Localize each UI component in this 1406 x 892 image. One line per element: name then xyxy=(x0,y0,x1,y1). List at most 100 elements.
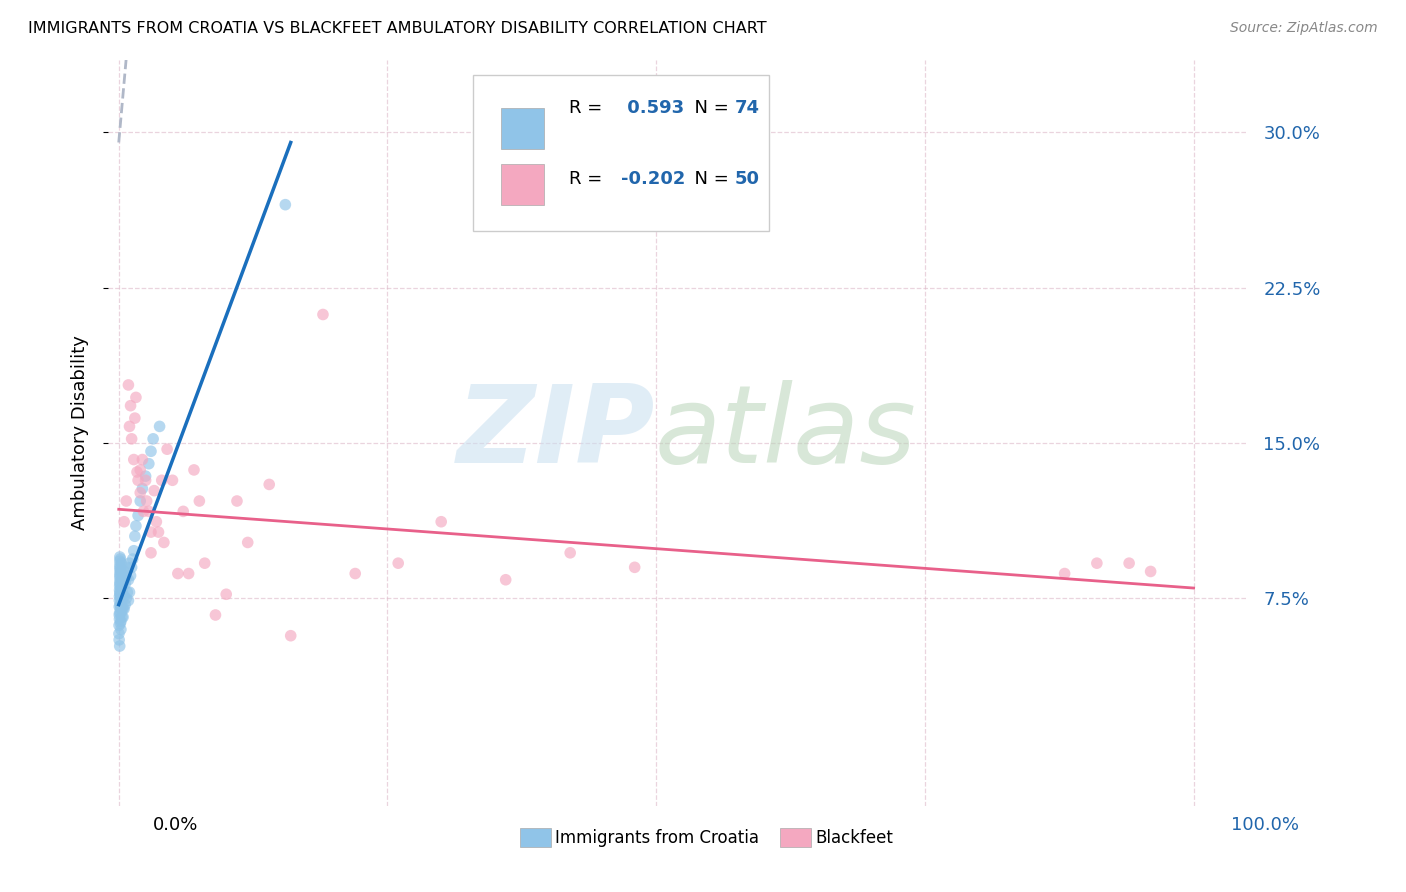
Point xyxy=(110,552,132,566)
Point xyxy=(108,577,131,591)
Point xyxy=(111,585,134,599)
Text: 74: 74 xyxy=(735,99,759,117)
Text: Source: ZipAtlas.com: Source: ZipAtlas.com xyxy=(1230,21,1378,35)
Point xyxy=(108,632,131,647)
Point xyxy=(110,623,132,637)
Point xyxy=(108,607,131,622)
Point xyxy=(115,591,138,606)
Point xyxy=(131,452,153,467)
Point xyxy=(226,494,249,508)
Text: 50: 50 xyxy=(735,170,759,188)
Point xyxy=(122,543,145,558)
Point xyxy=(125,391,148,405)
Point xyxy=(108,585,131,599)
Text: 0.0%: 0.0% xyxy=(153,816,198,834)
Point xyxy=(172,504,194,518)
Point xyxy=(110,616,132,631)
Point xyxy=(1085,556,1108,570)
Point xyxy=(108,554,131,568)
Point xyxy=(112,601,135,615)
Point xyxy=(312,308,335,322)
Point xyxy=(108,566,131,581)
Point xyxy=(110,568,132,582)
Point xyxy=(112,601,135,615)
Text: 0.593: 0.593 xyxy=(620,99,683,117)
Point xyxy=(112,590,135,604)
Point xyxy=(129,494,152,508)
Point xyxy=(183,463,205,477)
Point xyxy=(110,556,132,570)
Bar xyxy=(501,108,544,149)
Point xyxy=(1053,566,1076,581)
Point xyxy=(1118,556,1140,570)
Point xyxy=(430,515,453,529)
Point xyxy=(108,583,131,598)
Point xyxy=(387,556,409,570)
Text: R =: R = xyxy=(569,170,609,188)
Point xyxy=(138,504,160,518)
Y-axis label: Ambulatory Disability: Ambulatory Disability xyxy=(72,335,89,530)
Point xyxy=(125,519,148,533)
Point xyxy=(127,508,149,523)
Point xyxy=(110,591,132,606)
Point xyxy=(111,601,134,615)
Point xyxy=(139,525,162,540)
Point xyxy=(124,529,146,543)
Point xyxy=(108,639,131,653)
Point xyxy=(110,565,132,579)
Point xyxy=(115,494,138,508)
Point xyxy=(110,601,132,615)
Point xyxy=(110,598,132,612)
Point xyxy=(162,473,184,487)
Point xyxy=(108,571,131,585)
Text: atlas: atlas xyxy=(655,380,917,485)
Point xyxy=(125,465,148,479)
Text: ZIP: ZIP xyxy=(457,380,655,485)
Point xyxy=(129,463,152,477)
Point xyxy=(108,549,131,564)
Point xyxy=(115,571,138,585)
Point xyxy=(121,560,143,574)
Text: Blackfeet: Blackfeet xyxy=(815,829,893,847)
Point xyxy=(117,560,139,574)
Text: 100.0%: 100.0% xyxy=(1232,816,1299,834)
Point xyxy=(110,590,132,604)
Point xyxy=(117,593,139,607)
Point xyxy=(149,419,172,434)
Point xyxy=(148,525,170,540)
Point xyxy=(108,598,131,612)
Point xyxy=(131,482,153,496)
Text: N =: N = xyxy=(683,99,735,117)
Point xyxy=(135,494,157,508)
Point xyxy=(274,197,297,211)
Point xyxy=(108,606,131,620)
Text: Immigrants from Croatia: Immigrants from Croatia xyxy=(555,829,759,847)
Point xyxy=(114,577,136,591)
Point xyxy=(110,606,132,620)
Point xyxy=(135,473,157,487)
Point xyxy=(236,535,259,549)
Point xyxy=(110,581,132,595)
Point xyxy=(108,574,131,589)
Point xyxy=(153,535,176,549)
Point xyxy=(143,483,166,498)
Point xyxy=(215,587,238,601)
Point xyxy=(108,618,131,632)
Point xyxy=(112,577,135,591)
Point xyxy=(110,560,132,574)
Point xyxy=(111,593,134,607)
Point xyxy=(129,485,152,500)
Point xyxy=(177,566,200,581)
Text: N =: N = xyxy=(683,170,735,188)
Point xyxy=(110,614,132,628)
Point xyxy=(112,610,135,624)
Point xyxy=(108,558,131,573)
Point xyxy=(108,626,131,640)
Point xyxy=(117,378,139,392)
Point xyxy=(344,566,367,581)
Point xyxy=(112,565,135,579)
Point xyxy=(139,444,162,458)
Point xyxy=(150,473,173,487)
Point xyxy=(124,411,146,425)
Text: -0.202: -0.202 xyxy=(620,170,685,188)
